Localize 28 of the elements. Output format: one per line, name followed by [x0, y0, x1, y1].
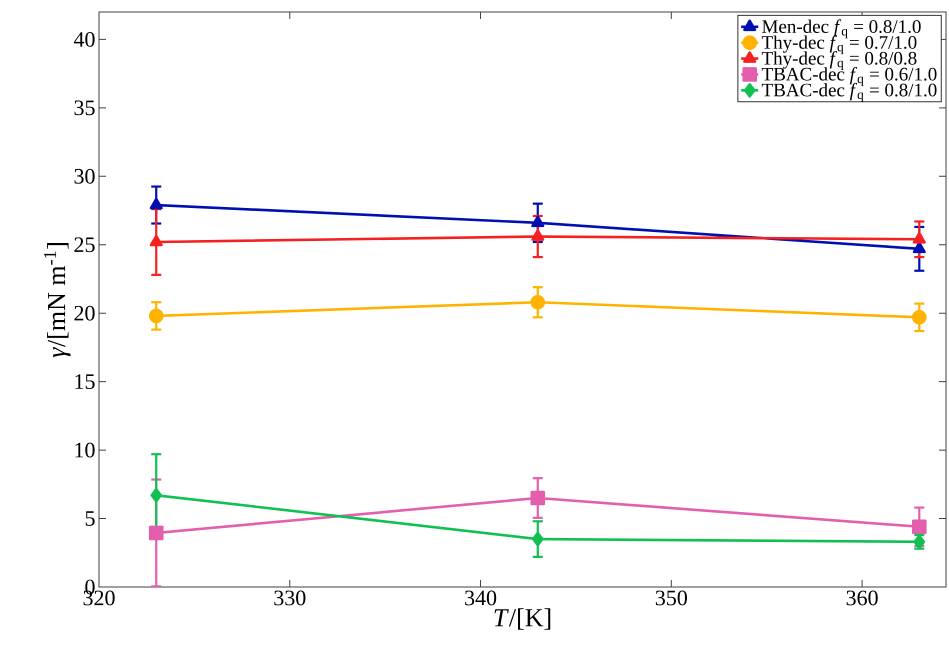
x-axis-title: T/[K] [494, 608, 550, 630]
y-tick-label: 10 [75, 442, 95, 458]
point [150, 488, 162, 503]
point [150, 234, 163, 246]
y-tick-label: 20 [74, 306, 95, 321]
x-tick-label: 340 [465, 590, 496, 606]
point [912, 519, 927, 534]
point [530, 294, 546, 310]
y-axis-title: γ/[mN m$^{-1}$] [44, 243, 71, 358]
y-tick-label: 30 [74, 168, 95, 184]
point [150, 198, 163, 210]
x-tick-label: 360 [846, 590, 878, 606]
point [530, 490, 546, 506]
y-tick-label: 35 [74, 100, 95, 116]
y-tick-label: 5 [86, 511, 95, 526]
point [531, 229, 544, 241]
y-tick-label: 15 [75, 374, 95, 390]
point [912, 232, 926, 244]
point [912, 242, 926, 254]
x-tick-label: 350 [656, 590, 687, 606]
y-tick-label: 25 [74, 237, 95, 252]
point [531, 216, 544, 228]
point [532, 532, 544, 546]
y-tick-label: 40 [74, 32, 95, 47]
x-tick-label: 330 [274, 590, 306, 606]
point [912, 310, 927, 325]
point [148, 526, 164, 540]
point [148, 308, 164, 324]
